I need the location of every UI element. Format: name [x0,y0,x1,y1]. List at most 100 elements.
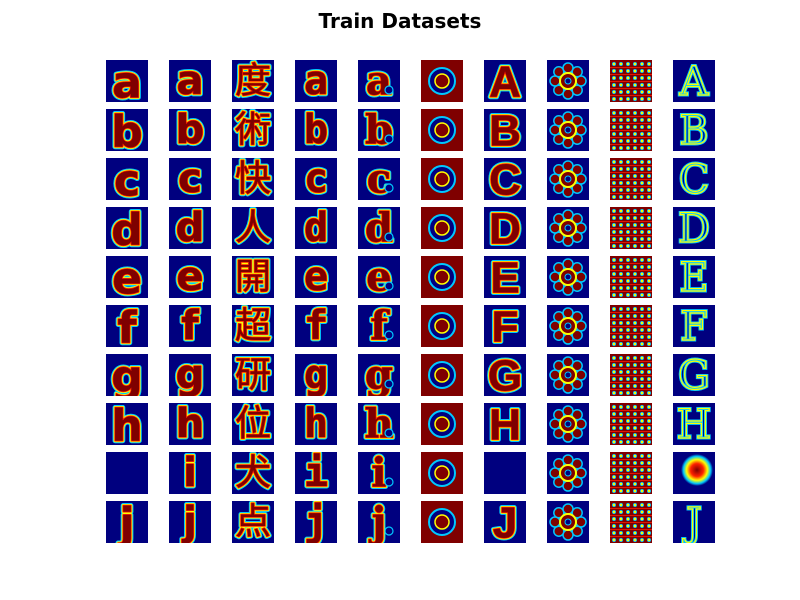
svg-text:f: f [117,305,137,347]
svg-text:c: c [367,158,391,200]
svg-text:G: G [678,354,710,396]
svg-text:人: 人 [235,208,271,249]
svg-text:g: g [365,354,393,396]
svg-text:点: 点 [235,502,271,543]
svg-text:j: j [117,501,134,543]
svg-text:e: e [176,256,203,298]
svg-text:d: d [176,207,205,249]
svg-text:E: E [679,256,708,298]
svg-text:快: 快 [235,159,271,200]
svg-text:術: 術 [235,110,271,151]
svg-text:快: 快 [235,159,271,200]
svg-text:研: 研 [235,355,271,396]
glyph-tile [547,256,589,298]
svg-text:d: d [365,207,393,249]
svg-text:i: i [371,452,386,494]
svg-text:b: b [176,109,205,151]
svg-text:D: D [489,207,521,249]
svg-text:c: c [367,158,391,200]
svg-text:a: a [304,60,328,102]
svg-text:j: j [369,501,386,543]
svg-text:h: h [304,403,328,445]
svg-text:i: i [183,452,197,494]
svg-text:b: b [365,109,393,151]
svg-text:E: E [490,256,519,298]
svg-text:h: h [176,403,204,445]
glyph-tile: 点点点点 [232,501,274,543]
glyph-tile [547,207,589,249]
svg-text:f: f [117,305,137,347]
svg-text:b: b [304,109,328,151]
svg-text:D: D [489,207,521,249]
glyph-tile [547,354,589,396]
svg-text:開: 開 [235,257,271,298]
svg-text:d: d [176,207,205,249]
svg-text:f: f [304,305,328,347]
svg-text:位: 位 [235,404,271,445]
svg-text:a: a [177,60,204,102]
svg-text:g: g [176,354,205,396]
svg-text:位: 位 [235,404,271,445]
svg-text:c: c [304,158,328,200]
svg-text:D: D [678,207,710,249]
svg-text:g: g [176,354,205,396]
svg-text:H: H [677,403,712,445]
svg-text:a: a [177,60,204,102]
svg-text:j: j [181,501,197,543]
svg-text:J: J [682,501,702,543]
svg-text:B: B [489,109,521,151]
svg-text:d: d [365,207,393,249]
svg-text:g: g [304,354,328,396]
glyph-tile [547,158,589,200]
svg-text:F: F [492,305,519,347]
svg-text:j: j [369,501,386,543]
svg-text:e: e [304,256,328,298]
glyph-tile [421,60,463,102]
svg-text:h: h [304,403,328,445]
svg-text:a: a [177,60,204,102]
svg-text:犬: 犬 [235,453,271,494]
svg-text:b: b [111,109,143,151]
glyph-tile [610,452,652,494]
svg-text:i: i [304,452,328,494]
svg-text:a: a [112,60,142,102]
svg-text:C: C [489,158,521,200]
svg-text:i: i [304,452,328,494]
svg-text:度: 度 [235,61,271,102]
svg-text:h: h [364,403,393,445]
svg-text:c: c [178,158,202,200]
glyph-tile [610,501,652,543]
svg-text:点: 点 [235,502,271,543]
svg-text:e: e [366,256,391,298]
svg-text:i: i [371,452,386,494]
glyph-tile [421,256,463,298]
svg-text:h: h [176,403,204,445]
svg-text:f: f [304,305,328,347]
svg-text:E: E [490,256,519,298]
svg-text:b: b [365,109,393,151]
svg-text:点: 点 [235,502,271,543]
svg-text:a: a [366,60,392,102]
glyph-tile [547,452,589,494]
svg-text:j: j [181,501,197,543]
svg-text:b: b [365,109,393,151]
svg-text:c: c [114,158,140,200]
svg-text:b: b [111,109,143,151]
svg-text:h: h [364,403,393,445]
svg-text:B: B [489,109,521,151]
svg-text:e: e [304,256,328,298]
svg-text:j: j [117,501,134,543]
